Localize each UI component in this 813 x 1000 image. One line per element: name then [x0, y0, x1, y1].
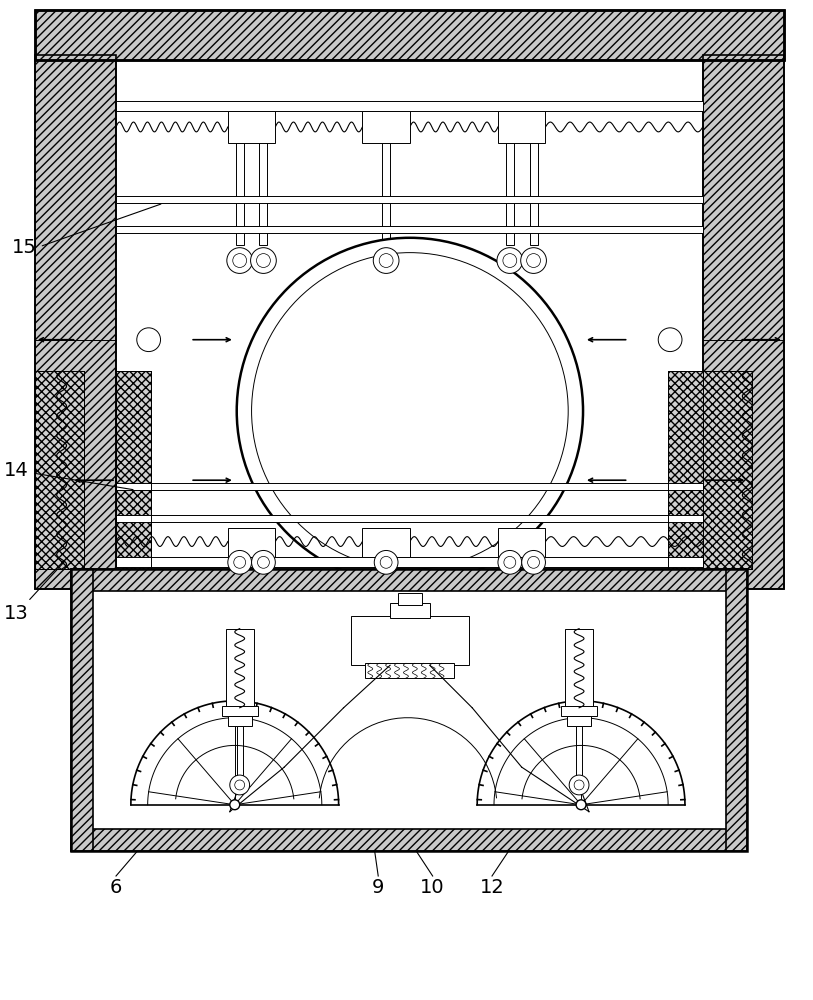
Text: 10: 10	[420, 878, 445, 897]
Bar	[382, 567, 390, 581]
Text: 6: 6	[110, 878, 122, 897]
Circle shape	[498, 550, 522, 574]
Bar	[702, 55, 784, 589]
Bar	[382, 143, 390, 245]
Circle shape	[257, 254, 271, 267]
Text: 9: 9	[372, 878, 385, 897]
Circle shape	[520, 248, 546, 273]
Bar	[236, 567, 244, 581]
Bar	[228, 716, 251, 726]
Bar	[116, 557, 702, 567]
Bar	[116, 371, 150, 569]
Bar	[576, 726, 582, 777]
Bar	[35, 10, 784, 60]
Circle shape	[522, 550, 546, 574]
Circle shape	[497, 248, 523, 273]
Text: 12: 12	[480, 878, 504, 897]
Bar	[226, 629, 254, 708]
Bar	[668, 371, 702, 569]
Bar	[365, 663, 454, 678]
Bar	[35, 55, 116, 589]
Bar	[390, 603, 430, 618]
Bar	[72, 569, 747, 591]
Circle shape	[251, 550, 276, 574]
Circle shape	[659, 328, 682, 352]
Bar	[72, 829, 747, 851]
Bar	[35, 10, 784, 60]
Circle shape	[379, 254, 393, 267]
Circle shape	[576, 800, 586, 810]
Bar	[498, 111, 546, 143]
Bar	[363, 111, 410, 143]
Bar	[498, 528, 546, 557]
Bar	[565, 629, 593, 708]
Bar	[116, 371, 150, 569]
Bar	[529, 567, 537, 581]
Bar	[35, 371, 85, 569]
Circle shape	[258, 556, 269, 568]
Circle shape	[527, 254, 541, 267]
Circle shape	[235, 780, 245, 790]
Bar	[116, 515, 702, 522]
Bar	[529, 143, 537, 245]
Circle shape	[230, 775, 250, 795]
Bar	[561, 706, 597, 716]
Circle shape	[250, 248, 276, 273]
Bar	[93, 591, 725, 829]
Bar	[228, 528, 276, 557]
Circle shape	[503, 254, 517, 267]
Bar	[228, 111, 276, 143]
Circle shape	[137, 328, 160, 352]
Bar	[702, 371, 752, 569]
Bar	[35, 55, 116, 589]
Bar	[506, 567, 514, 581]
Circle shape	[230, 800, 240, 810]
Bar	[72, 569, 93, 851]
Circle shape	[251, 253, 568, 569]
Bar	[668, 371, 702, 569]
Text: 14: 14	[4, 461, 133, 490]
Bar	[506, 143, 514, 245]
Bar	[259, 143, 267, 245]
Circle shape	[227, 248, 253, 273]
Circle shape	[233, 254, 246, 267]
Circle shape	[528, 556, 540, 568]
Bar	[72, 569, 747, 851]
Bar	[702, 55, 784, 589]
Circle shape	[237, 238, 583, 584]
Bar	[350, 616, 469, 665]
Circle shape	[374, 550, 398, 574]
Circle shape	[228, 550, 251, 574]
Text: 15: 15	[12, 204, 161, 257]
Bar	[236, 143, 244, 245]
Bar	[116, 101, 702, 111]
Bar	[116, 483, 702, 490]
Bar	[237, 726, 242, 777]
Bar	[116, 226, 702, 233]
Bar	[725, 569, 747, 851]
Circle shape	[373, 248, 399, 273]
Bar	[35, 371, 85, 569]
Bar	[363, 528, 410, 557]
Circle shape	[574, 780, 584, 790]
Circle shape	[234, 556, 246, 568]
Bar	[222, 706, 258, 716]
Bar	[567, 716, 591, 726]
Circle shape	[569, 775, 589, 795]
Circle shape	[380, 556, 392, 568]
Bar	[259, 567, 267, 581]
Circle shape	[504, 556, 515, 568]
Bar	[116, 196, 702, 203]
Bar	[702, 371, 752, 569]
Bar	[398, 593, 422, 605]
Text: 13: 13	[4, 561, 65, 623]
